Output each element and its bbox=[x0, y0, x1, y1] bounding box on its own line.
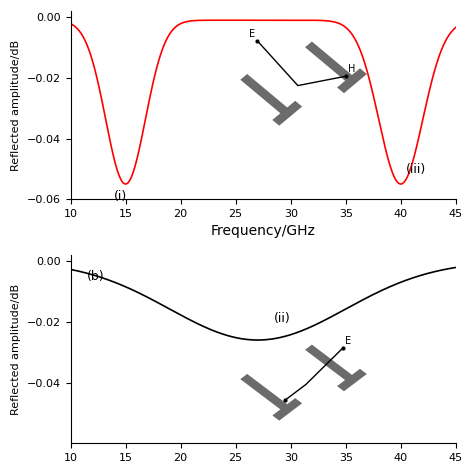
X-axis label: Frequency/GHz: Frequency/GHz bbox=[211, 225, 316, 238]
Text: (b): (b) bbox=[87, 270, 105, 283]
Text: (ii): (ii) bbox=[274, 312, 291, 325]
Text: (iii): (iii) bbox=[406, 163, 427, 176]
Y-axis label: Reflected amplitude/dB: Reflected amplitude/dB bbox=[11, 39, 21, 171]
Y-axis label: Reflected amplitude/dB: Reflected amplitude/dB bbox=[11, 283, 21, 415]
Text: (i): (i) bbox=[113, 190, 127, 203]
